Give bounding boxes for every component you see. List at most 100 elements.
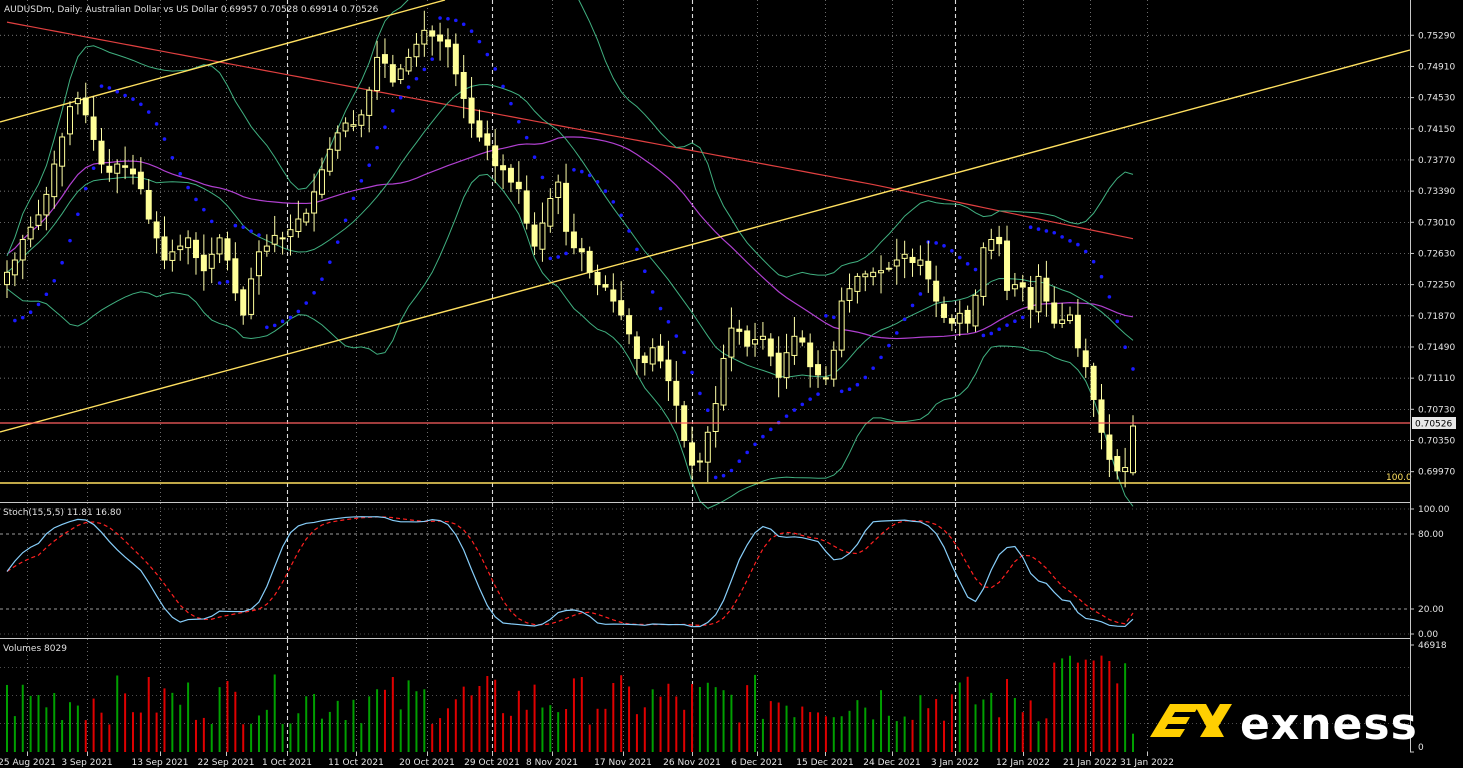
volume-axis[interactable]: 46918 0 <box>1410 641 1447 753</box>
sar-dot <box>131 97 135 101</box>
sar-dot <box>99 84 104 88</box>
sar-dot <box>398 95 403 100</box>
time-axis[interactable]: 25 Aug 2021 3 Sep 2021 13 Sep 2021 22 Sep 2… <box>0 752 1174 768</box>
candle-body <box>106 165 113 173</box>
candle-body <box>728 327 735 358</box>
sar-dot <box>784 414 789 418</box>
candle-body <box>885 267 892 270</box>
price-tick-label: 0.74530 <box>1418 94 1455 104</box>
sar-dot <box>989 331 994 336</box>
candle-body <box>169 251 176 261</box>
candle-body <box>956 312 963 324</box>
candle-body <box>350 124 357 127</box>
candle-body <box>224 238 231 261</box>
trendline-lower[interactable] <box>0 49 1411 433</box>
candle-body <box>500 165 507 171</box>
sar-dot <box>1131 367 1135 371</box>
candle-body <box>570 231 577 249</box>
candle-body <box>366 89 373 116</box>
candle-body <box>397 68 404 81</box>
candle-body <box>712 403 719 432</box>
price-tick-label: 0.70350 <box>1418 436 1455 446</box>
candle-body <box>618 300 625 316</box>
candle-body <box>1114 456 1121 472</box>
sar-dot <box>13 318 17 323</box>
candle-body <box>1106 434 1113 460</box>
sar-dot <box>28 310 33 315</box>
symbol-title: AUDUSDm, Daily: Australian Dollar vs US … <box>4 5 379 15</box>
sar-dot <box>800 402 805 407</box>
time-tick-label: 29 Oct 2021 <box>464 758 520 768</box>
time-tick-label: 6 Dec 2021 <box>731 758 783 768</box>
candle-body <box>917 259 924 266</box>
candle-body <box>248 278 255 315</box>
sar-dot <box>666 320 671 324</box>
time-tick-label: 24 Dec 2021 <box>863 758 921 768</box>
price-tick-label: 0.69970 <box>1418 468 1455 478</box>
sar-dot <box>942 243 946 248</box>
sar-dot <box>1099 274 1104 279</box>
sar-dot <box>162 137 167 141</box>
stoch-axis[interactable]: 100.00 80.00 20.00 0.00 <box>1410 505 1450 640</box>
sar-dot <box>863 375 868 380</box>
stochastic-pane[interactable]: Stoch(15,5,5) 11.81 16.80 <box>0 508 1410 635</box>
candle-body <box>791 335 798 356</box>
candle-body <box>452 43 459 75</box>
candle-body <box>492 145 499 167</box>
candle-body <box>925 260 932 280</box>
candle-body <box>74 97 81 105</box>
candle-body <box>114 163 121 174</box>
candle-body <box>602 284 609 288</box>
price-tick-label: 0.70730 <box>1418 405 1455 415</box>
price-axis[interactable]: 0.75290 0.74910 0.74530 0.74150 0.73770 0.733… <box>1410 31 1455 478</box>
sar-dot <box>343 218 348 223</box>
price-pane[interactable]: 100.0 AUDUSDm, Daily: Australian Dollar … <box>0 0 1412 509</box>
candle-body <box>437 34 444 42</box>
candle-body <box>988 239 995 251</box>
time-tick-label: 1 Oct 2021 <box>262 758 312 768</box>
candle-body <box>941 303 948 318</box>
candle-body <box>807 342 814 368</box>
sar-dot <box>20 315 25 320</box>
candle-body <box>208 253 215 269</box>
stoch-signal-line <box>6 516 1134 626</box>
sar-dot <box>674 334 679 338</box>
sar-dot <box>280 319 285 324</box>
candle-body <box>177 245 184 251</box>
sar-dot <box>68 238 72 243</box>
sar-dot <box>296 309 301 314</box>
candle-body <box>578 248 585 253</box>
sar-dot <box>871 366 875 371</box>
candle-body <box>555 181 562 198</box>
ma-slow-line <box>6 21 1134 240</box>
candle-body <box>405 56 412 72</box>
candle-body <box>1074 314 1081 349</box>
candle-body <box>720 357 727 406</box>
sar-dot <box>509 101 513 106</box>
sar-dot <box>643 269 647 274</box>
candle-body <box>933 280 940 302</box>
candle-body <box>342 122 349 132</box>
sar-dot <box>335 240 340 244</box>
candle-body <box>318 169 325 195</box>
level-label: 100.0 <box>1386 473 1412 483</box>
sar-dot <box>650 290 655 294</box>
sar-dot <box>438 16 442 20</box>
candle-body <box>838 300 845 351</box>
candle-body <box>35 214 42 226</box>
sar-dot <box>1123 345 1127 350</box>
stoch-tick-label: 80.00 <box>1418 530 1444 540</box>
candle-body <box>1122 467 1129 473</box>
trendline-upper[interactable] <box>0 0 446 123</box>
candle-body <box>736 328 743 332</box>
time-tick-label: 13 Sep 2021 <box>131 758 188 768</box>
price-tick-label: 0.73010 <box>1418 218 1455 228</box>
trendlines[interactable] <box>0 0 1411 433</box>
stoch-tick-label: 100.00 <box>1418 505 1450 515</box>
time-tick-label: 31 Jan 2022 <box>1120 758 1174 768</box>
sar-dot <box>469 29 474 34</box>
candle-body <box>240 289 247 316</box>
sar-dot <box>682 350 686 355</box>
volumes-pane[interactable]: Volumes 8029 <box>3 644 1134 752</box>
